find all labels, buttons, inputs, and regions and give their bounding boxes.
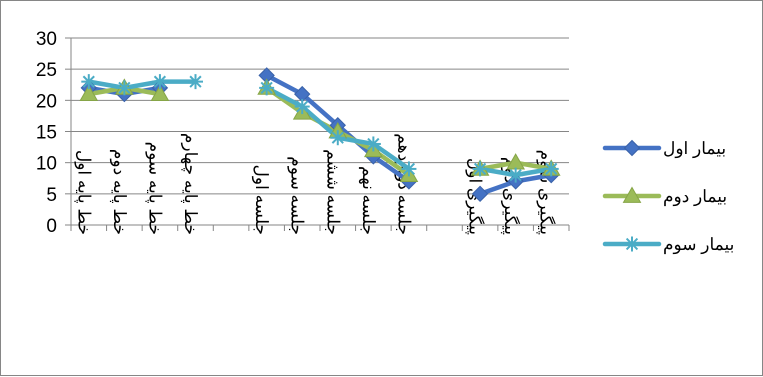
- y-tick-label: 0: [46, 216, 57, 237]
- data-point-series-3: [294, 99, 310, 115]
- data-point-series-1: [471, 185, 489, 203]
- legend-marker: [624, 236, 640, 252]
- data-point-series-3: [508, 167, 524, 183]
- x-category-label: خط پایه چهارم: [180, 133, 200, 235]
- x-category-label: خط پایه دوم: [109, 149, 129, 235]
- x-category-label: جلسه دوازدهم: [393, 133, 413, 235]
- data-point-series-3: [472, 161, 488, 177]
- data-point-series-3: [401, 161, 417, 177]
- data-point-series-3: [259, 80, 275, 96]
- x-category-label: خط پایه اول: [73, 150, 93, 235]
- data-point-series-3: [81, 74, 97, 90]
- data-point-series-2: [150, 84, 170, 101]
- x-category-label: جلسه سوم: [287, 156, 307, 235]
- y-tick-label: 10: [36, 154, 57, 175]
- legend-marker: [622, 186, 642, 203]
- y-tick-label: 25: [36, 60, 57, 81]
- data-point-series-3: [365, 136, 381, 152]
- y-tick-label: 5: [46, 185, 57, 206]
- legend-label: بیمار اول: [663, 139, 726, 159]
- series-line-3: [86, 79, 198, 91]
- legend-label: بیمار دوم: [663, 187, 727, 207]
- y-tick-label: 15: [36, 123, 57, 144]
- x-category-label: جلسه نهم: [358, 166, 378, 235]
- data-point-series-3: [543, 161, 559, 177]
- legend-marker: [623, 139, 641, 157]
- data-point-series-3: [330, 130, 346, 146]
- data-point-series-3: [152, 74, 168, 90]
- data-point-series-2: [79, 84, 99, 101]
- x-category-label: جلسه اول: [251, 165, 271, 235]
- x-category-label: پیگیری سوم: [536, 150, 557, 236]
- data-point-series-3: [116, 80, 132, 96]
- y-tick-label: 20: [36, 91, 57, 112]
- y-tick-label: 30: [36, 29, 57, 50]
- x-category-label: خط پایه سوم: [144, 142, 164, 235]
- data-point-series-3: [188, 74, 203, 90]
- legend-label: بیمار سوم: [663, 235, 734, 255]
- x-category-label: جلسه ششم: [322, 149, 342, 235]
